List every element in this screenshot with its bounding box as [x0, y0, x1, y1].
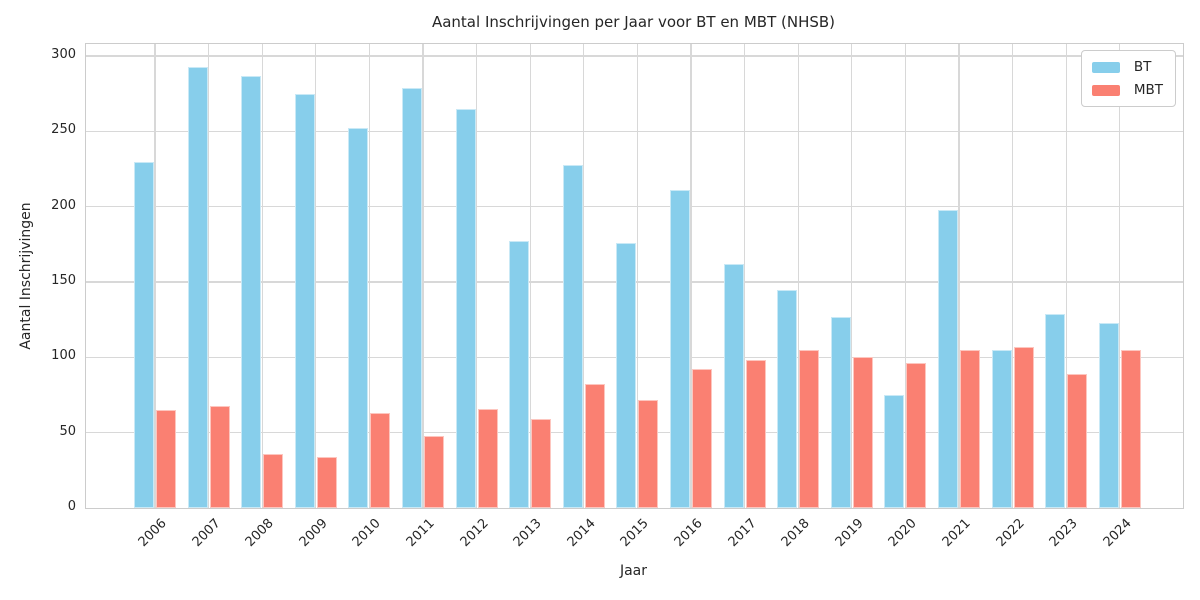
legend-swatch-bt [1091, 61, 1120, 73]
v-gridline-2013 [529, 44, 531, 508]
x-tick-label-2020: 2020 [885, 516, 920, 551]
x-tick-label-2024: 2024 [1100, 516, 1135, 551]
x-tick-label-2010: 2010 [349, 516, 384, 551]
x-tick-label-2012: 2012 [457, 516, 492, 551]
y-tick-label-100: 100 [51, 348, 76, 364]
h-gridline-300 [86, 55, 1183, 57]
x-axis-label: Jaar [619, 563, 648, 579]
legend-item-bt: BT [1091, 59, 1163, 75]
v-gridline-2010 [368, 44, 371, 508]
bar-bt-2008 [241, 75, 262, 508]
bar-bt-2011 [402, 87, 422, 508]
x-tick-label-2019: 2019 [832, 516, 867, 551]
bar-mbt-2013 [531, 419, 552, 508]
bar-mbt-2012 [477, 408, 498, 508]
h-gridline-200 [86, 206, 1183, 208]
v-gridline-2011 [422, 44, 424, 508]
bar-mbt-2022 [1013, 346, 1034, 508]
x-tick-label-2023: 2023 [1046, 516, 1081, 551]
x-tick-label-2011: 2011 [403, 516, 438, 551]
legend-label-mbt: MBT [1133, 82, 1163, 98]
y-tick-label-0: 0 [67, 499, 76, 514]
bar-mbt-2019 [852, 357, 873, 508]
x-tick-label-2006: 2006 [135, 516, 170, 551]
v-gridline-2006 [154, 44, 156, 508]
bar-mbt-2015 [638, 399, 659, 508]
bar-bt-2018 [777, 289, 798, 508]
bar-mbt-2024 [1120, 349, 1141, 508]
v-gridline-2020 [904, 44, 907, 508]
bar-mbt-2014 [584, 384, 605, 508]
x-tick-label-2009: 2009 [296, 516, 331, 551]
bar-bt-2024 [1098, 322, 1119, 508]
bar-mbt-2007 [209, 405, 230, 508]
bar-mbt-2006 [156, 410, 176, 508]
v-gridline-2021 [958, 44, 960, 508]
v-gridline-2019 [851, 44, 853, 508]
x-tick-label-2007: 2007 [189, 516, 224, 551]
v-gridline-2007 [207, 44, 210, 508]
v-gridline-2023 [1065, 44, 1067, 508]
v-gridline-2008 [261, 44, 263, 508]
bar-bt-2006 [134, 161, 154, 508]
legend-item-mbt: MBT [1091, 82, 1163, 98]
bar-mbt-2018 [799, 349, 820, 508]
y-tick-label-300: 300 [51, 47, 76, 63]
h-gridline-250 [86, 130, 1183, 133]
x-tick-label-2018: 2018 [778, 516, 813, 551]
bar-bt-2015 [616, 242, 637, 508]
v-gridline-2018 [797, 44, 799, 508]
y-tick-label-150: 150 [51, 273, 76, 289]
bar-mbt-2011 [424, 435, 444, 508]
v-gridline-2017 [743, 44, 746, 508]
plot-area [85, 43, 1184, 509]
bar-mbt-2016 [692, 369, 712, 508]
bar-mbt-2008 [263, 453, 284, 508]
bar-mbt-2021 [960, 349, 980, 508]
bar-bt-2014 [562, 164, 583, 508]
y-tick-label-200: 200 [51, 197, 76, 213]
bar-bt-2017 [723, 263, 744, 508]
x-tick-label-2022: 2022 [993, 516, 1028, 551]
v-gridline-2009 [315, 44, 317, 508]
bar-mbt-2017 [745, 360, 766, 508]
chart-title: Aantal Inschrijvingen per Jaar voor BT e… [431, 13, 836, 31]
bar-mbt-2020 [906, 363, 927, 508]
y-tick-label-50: 50 [59, 423, 76, 439]
bar-bt-2013 [509, 241, 530, 508]
v-gridline-2014 [583, 44, 585, 508]
y-tick-label-250: 250 [51, 122, 76, 138]
x-tick-label-2015: 2015 [617, 516, 652, 551]
v-gridline-2015 [636, 44, 639, 508]
bar-bt-2009 [294, 93, 315, 508]
v-gridline-2016 [690, 44, 692, 508]
bar-bt-2023 [1045, 313, 1066, 508]
v-gridline-2012 [475, 44, 478, 508]
x-tick-label-2014: 2014 [564, 516, 599, 551]
bar-mbt-2023 [1067, 373, 1088, 508]
x-tick-label-2021: 2021 [939, 516, 974, 551]
legend: BT MBT [1080, 50, 1176, 107]
bar-bt-2010 [348, 128, 369, 508]
legend-label-bt: BT [1133, 59, 1152, 75]
bar-bt-2022 [991, 349, 1012, 508]
bar-mbt-2009 [316, 456, 337, 508]
v-gridline-2022 [1011, 44, 1014, 508]
x-tick-label-2017: 2017 [725, 516, 760, 551]
bar-mbt-2010 [370, 413, 391, 508]
bar-bt-2019 [830, 316, 851, 508]
bar-bt-2012 [455, 108, 476, 508]
bar-bt-2016 [670, 190, 690, 508]
x-tick-label-2008: 2008 [242, 516, 277, 551]
bar-bt-2020 [884, 395, 905, 508]
x-tick-label-2013: 2013 [510, 516, 545, 551]
bar-bt-2021 [938, 209, 958, 508]
bar-bt-2007 [187, 66, 208, 508]
x-tick-label-2016: 2016 [671, 516, 706, 551]
legend-swatch-mbt [1091, 84, 1120, 96]
v-gridline-2024 [1119, 44, 1121, 508]
